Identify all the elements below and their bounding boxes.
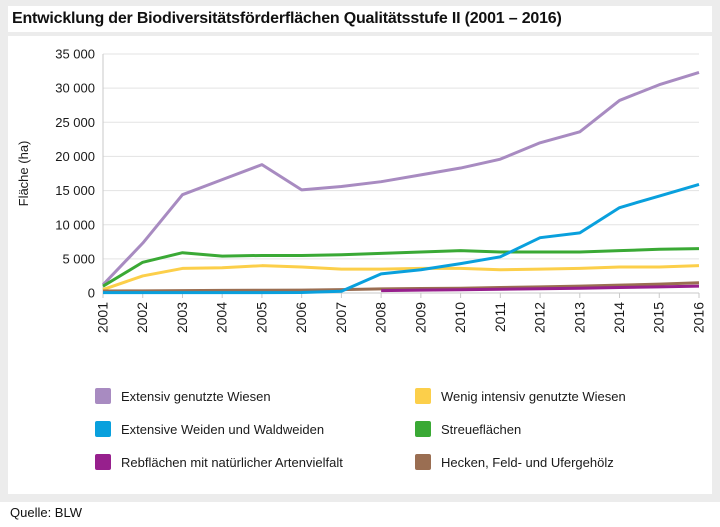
legend-item-hecken-feld-und-ufergeh-lz: Hecken, Feld- und Ufergehölz — [415, 454, 626, 470]
legend-label: Wenig intensiv genutzte Wiesen — [441, 388, 626, 404]
y-tick-label: 35 000 — [55, 47, 95, 62]
legend-item-extensiv-genutzte-wiesen: Extensiv genutzte Wiesen — [95, 388, 343, 404]
gridlines — [103, 53, 699, 260]
series-lines — [101, 71, 700, 295]
source-note: Quelle: BLW — [10, 505, 83, 520]
legend-col-left: Extensiv genutzte Wiesen Extensive Weiden… — [95, 388, 343, 470]
y-tick-label: 25 000 — [55, 115, 95, 130]
x-tick-label: 2012 — [532, 302, 548, 333]
legend-col-right: Wenig intensiv genutzte Wiesen Streuefläc… — [415, 388, 626, 470]
x-tick-label: 2007 — [333, 302, 349, 333]
legend-label: Rebflächen mit natürlicher Artenvielfalt — [121, 454, 343, 470]
legend-swatch-rebfl-chen-mit-nat-rlicher-artenvielfalt — [95, 454, 111, 470]
legend-swatch-extensiv-genutzte-wiesen — [95, 388, 111, 404]
x-tick-label: 2013 — [571, 302, 587, 333]
series-line-extensiv-genutzte-wiesen — [101, 71, 700, 286]
y-axis-title: Fläche (ha) — [16, 141, 31, 207]
x-tick-label: 2011 — [492, 302, 508, 332]
x-tick-label: 2010 — [452, 302, 468, 333]
x-tick-label: 2015 — [651, 302, 667, 333]
y-tick-label: 15 000 — [55, 183, 95, 198]
series-line-hecken-feld-und-ufergeh-lz — [102, 281, 700, 293]
x-tick-label: 2009 — [412, 302, 428, 333]
legend-label: Extensive Weiden und Waldweiden — [121, 421, 325, 437]
x-tick-label: 2003 — [174, 302, 190, 333]
line-chart-svg: 0 5 000 10 000 15 000 20 000 25 000 30 000 35 0… — [16, 47, 706, 334]
y-tick-label: 30 000 — [55, 81, 95, 96]
y-tick-label: 10 000 — [55, 217, 95, 232]
y-axis-labels: 0 5 000 10 000 15 000 20 000 25 000 30 000 35 0… — [55, 47, 95, 301]
x-tick-label: 2001 — [94, 302, 110, 333]
legend-item-rebfl-chen-mit-nat-rlicher-artenvielfalt: Rebflächen mit natürlicher Artenvielfalt — [95, 454, 343, 470]
y-tick-label: 0 — [88, 286, 95, 301]
x-tick-label: 2008 — [373, 302, 389, 333]
y-tick-label: 20 000 — [55, 149, 95, 164]
x-tick-label: 2006 — [293, 302, 309, 333]
x-tick-label: 2004 — [214, 302, 230, 333]
series-line-wenig-intensiv-genutzte-wiesen — [102, 264, 700, 292]
legend-item-extensive-weiden-und-waldweiden: Extensive Weiden und Waldweiden — [95, 421, 343, 437]
legend-item-wenig-intensiv-genutzte-wiesen: Wenig intensiv genutzte Wiesen — [415, 388, 626, 404]
legend-swatch-hecken-feld-und-ufergeh-lz — [415, 454, 431, 470]
title-bar: Entwicklung der Biodiversitätsförderfläc… — [8, 6, 712, 32]
x-tick-label: 2016 — [690, 302, 706, 333]
x-tick-label: 2002 — [134, 302, 150, 333]
y-tick-label: 5 000 — [62, 251, 95, 266]
legend-label: Extensiv genutzte Wiesen — [121, 388, 271, 404]
chart-card: 0 5 000 10 000 15 000 20 000 25 000 30 000 35 0… — [8, 36, 712, 494]
axes — [102, 54, 700, 298]
legend-label: Streueflächen — [441, 421, 522, 437]
legend-swatch-wenig-intensiv-genutzte-wiesen — [415, 388, 431, 404]
footer-strip — [0, 502, 720, 527]
x-tick-label: 2014 — [611, 302, 627, 333]
legend-label: Hecken, Feld- und Ufergehölz — [441, 454, 614, 470]
x-tick-label: 2005 — [253, 302, 269, 333]
legend-swatch-streuefl-chen — [415, 421, 431, 437]
series-line-streuefl-chen — [102, 247, 700, 288]
x-axis-labels: 2001 2002 2003 2004 2005 2006 2007 2008 2009 2010… — [94, 302, 706, 333]
chart-title: Entwicklung der Biodiversitätsförderfläc… — [12, 10, 562, 27]
series-line-extensive-weiden-und-waldweiden — [103, 182, 700, 295]
series-line-rebfl-chen-mit-nat-rlicher-artenvielfalt — [381, 284, 700, 293]
legend-swatch-extensive-weiden-und-waldweiden — [95, 421, 111, 437]
legend-item-streuefl-chen: Streueflächen — [415, 421, 626, 437]
